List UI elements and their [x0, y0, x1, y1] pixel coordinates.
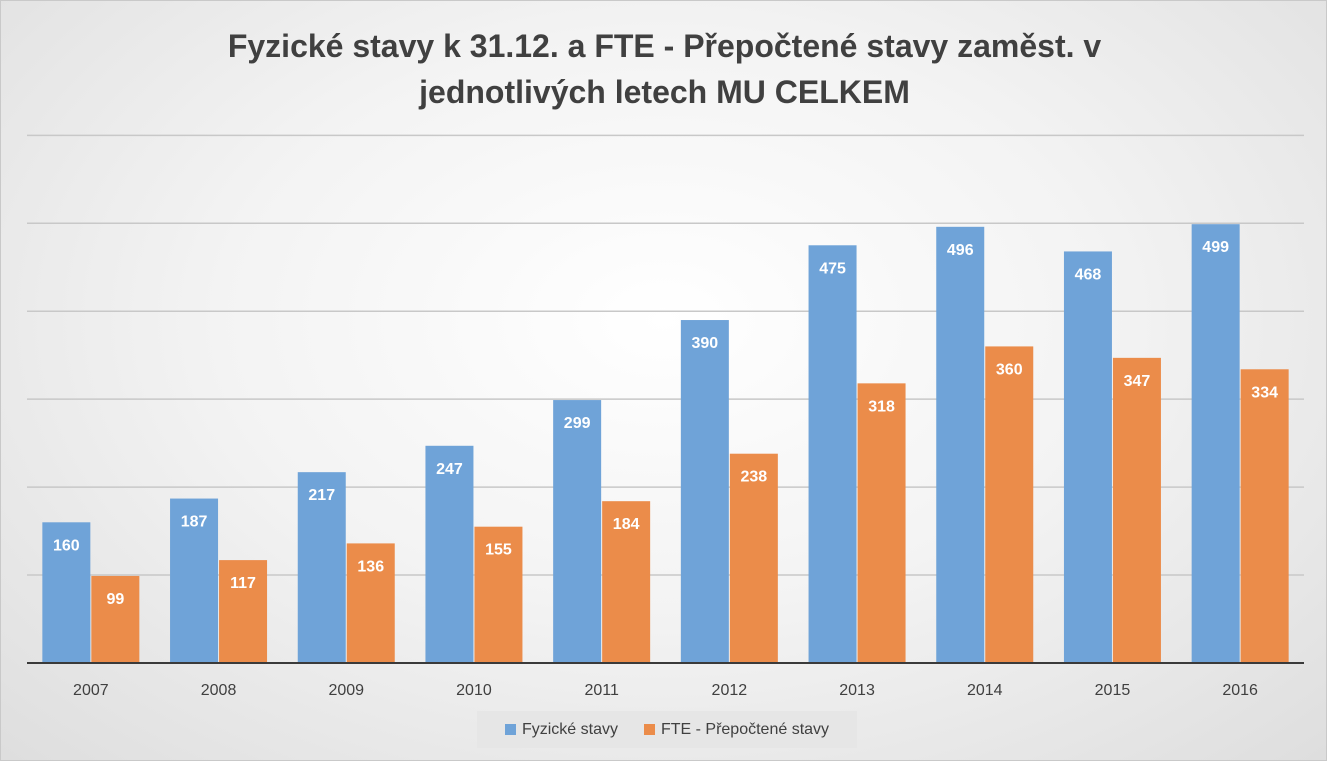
bar — [1063, 251, 1112, 663]
bar — [425, 445, 474, 663]
bar — [808, 245, 857, 663]
bar — [553, 400, 602, 663]
bar — [985, 346, 1034, 663]
x-tick-label: 2009 — [328, 682, 364, 699]
x-tick-label: 2012 — [712, 682, 748, 699]
data-label: 318 — [868, 398, 895, 415]
x-tick-label: 2014 — [967, 682, 1003, 699]
bar — [729, 453, 778, 663]
data-label: 334 — [1251, 384, 1278, 401]
data-label: 99 — [106, 591, 124, 608]
data-label: 117 — [230, 575, 256, 592]
chart-title-line-2: jednotlivých letech MU CELKEM — [419, 74, 910, 110]
x-tick-label: 2013 — [839, 682, 875, 699]
bar — [219, 560, 268, 663]
data-label: 499 — [1202, 239, 1229, 256]
x-tick-label: 2011 — [584, 682, 619, 699]
data-label: 136 — [357, 558, 384, 575]
bar — [297, 472, 346, 663]
bar — [602, 501, 651, 663]
bar — [346, 543, 395, 663]
bar — [474, 526, 523, 663]
data-label: 238 — [740, 469, 767, 486]
bar — [936, 226, 985, 663]
bar — [170, 498, 219, 663]
data-label: 247 — [436, 461, 463, 478]
x-tick-label: 2015 — [1095, 682, 1131, 699]
legend: Fyzické stavy FTE - Přepočtené stavy — [477, 711, 857, 748]
data-label: 299 — [564, 415, 591, 432]
x-tick-label: 2010 — [456, 682, 492, 699]
data-label: 347 — [1124, 373, 1151, 390]
x-tick-label: 2008 — [201, 682, 237, 699]
x-tick-label: 2007 — [73, 682, 109, 699]
legend-item-series-1: Fyzické stavy — [504, 720, 618, 739]
data-label: 187 — [181, 514, 208, 531]
legend-label-series-1: Fyzické stavy — [521, 720, 618, 738]
bar — [680, 320, 729, 663]
data-label: 468 — [1075, 266, 1102, 283]
chart-title: Fyzické stavy k 31.12. a FTE - Přepočten… — [1, 23, 1327, 115]
chart-title-line-1: Fyzické stavy k 31.12. a FTE - Přepočten… — [227, 28, 1102, 64]
bar — [1240, 369, 1289, 663]
legend-item-series-2: FTE - Přepočtené stavy — [643, 720, 830, 739]
bar — [1191, 224, 1240, 664]
data-label: 184 — [613, 516, 640, 533]
data-label: 360 — [996, 361, 1023, 378]
data-label: 390 — [691, 335, 718, 352]
data-label: 217 — [308, 487, 335, 504]
data-label: 155 — [485, 542, 512, 559]
legend-swatch-series-2 — [643, 724, 655, 735]
bar — [42, 522, 91, 663]
legend-label-series-2: FTE - Přepočtené stavy — [660, 720, 830, 738]
data-label: 496 — [947, 242, 974, 259]
data-label: 475 — [819, 260, 846, 277]
data-label: 160 — [53, 537, 80, 554]
bar — [1112, 357, 1161, 663]
x-tick-label: 2016 — [1222, 682, 1258, 699]
bar — [91, 575, 140, 663]
legend-swatch-series-1 — [504, 724, 516, 735]
bar — [857, 383, 906, 663]
